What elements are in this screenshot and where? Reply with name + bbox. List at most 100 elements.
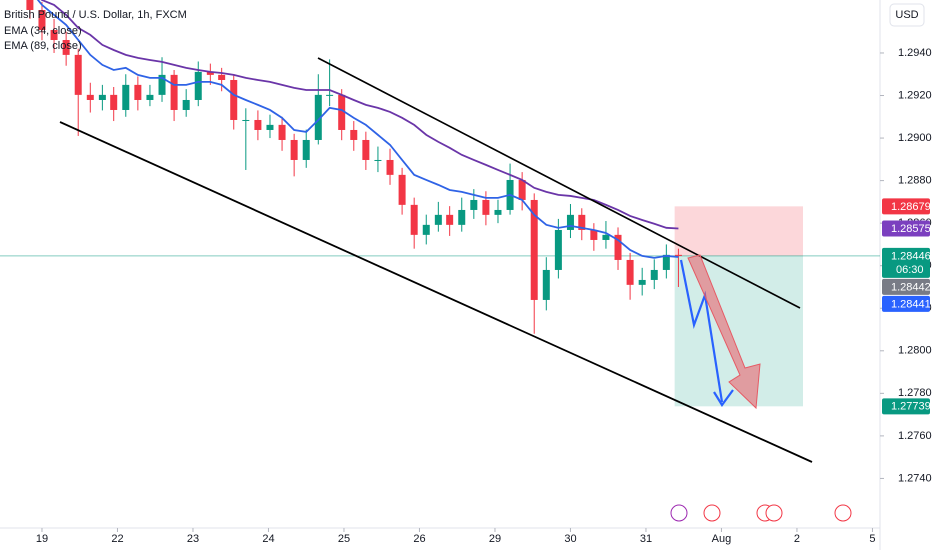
- price-label: 1.27739: [891, 401, 931, 413]
- x-tick-label: Aug: [712, 533, 732, 545]
- candle-body: [374, 159, 382, 161]
- candle-body: [302, 139, 310, 160]
- price-label: 1.28441: [891, 298, 931, 310]
- currency-label[interactable]: USD: [895, 9, 918, 21]
- candle-body: [542, 269, 550, 300]
- candle-body: [662, 254, 670, 270]
- x-tick-label: 19: [36, 533, 48, 545]
- candle-body: [158, 74, 166, 95]
- event-icon[interactable]: [834, 504, 852, 522]
- arrow-head: [713, 389, 734, 407]
- currency-button[interactable]: [889, 3, 925, 27]
- x-tick-label: 23: [187, 533, 199, 545]
- candle-body: [26, 0, 34, 10]
- price-label: 1.28679: [891, 201, 931, 213]
- x-tick-label: 5: [869, 533, 875, 545]
- event-icon[interactable]: [765, 504, 783, 522]
- candle-body: [446, 214, 454, 225]
- y-tick-label: 1.29000: [898, 132, 932, 144]
- drawings: [59, 57, 852, 522]
- price-label-box: [882, 278, 930, 295]
- candle-body: [602, 234, 610, 240]
- y-tick-label: 1.27800: [898, 387, 932, 399]
- x-tick-label: 30: [564, 533, 576, 545]
- candle-body: [482, 199, 490, 215]
- candle-body: [398, 174, 406, 205]
- candle-body: [230, 79, 238, 120]
- candle-body: [638, 279, 646, 285]
- candle-body: [590, 229, 598, 240]
- candle-body: [314, 94, 322, 140]
- x-tick-label: 2: [794, 533, 800, 545]
- chart-title: British Pound / U.S. Dollar, 1h, FXCM: [4, 9, 187, 21]
- candle-body: [434, 214, 442, 225]
- candle-body: [122, 84, 130, 110]
- candle-body: [554, 229, 562, 270]
- y-tick-label: 1.28800: [898, 175, 932, 187]
- candle-body: [74, 54, 82, 95]
- candle-body: [50, 29, 58, 40]
- y-tick-label: 1.28000: [898, 345, 932, 357]
- price-label-box: [882, 220, 930, 237]
- ema-line: [36, 0, 679, 259]
- candle-body: [194, 71, 202, 100]
- x-tick-label: 24: [262, 533, 274, 545]
- candle-body: [674, 254, 682, 256]
- y-tick-label: 1.27600: [898, 430, 932, 442]
- candle-body: [458, 209, 466, 225]
- y-tick-label: 1.29200: [898, 89, 932, 101]
- price-label: 1.28575: [891, 223, 931, 235]
- x-tick-label: 29: [489, 533, 501, 545]
- candle-body: [98, 94, 106, 100]
- legend-entry: EMA (34, close): [4, 25, 82, 37]
- candle-body: [386, 159, 394, 175]
- forecast-arrow: [687, 254, 761, 410]
- x-tick-label: 22: [111, 533, 123, 545]
- candle-body: [470, 199, 478, 210]
- trend-line: [317, 57, 801, 309]
- candle-body: [242, 119, 250, 121]
- candle-body: [326, 94, 334, 96]
- candle-body: [626, 259, 634, 285]
- candle-body: [62, 39, 70, 55]
- candle-body: [518, 179, 526, 200]
- candle-body: [86, 94, 94, 100]
- candle-body: [110, 94, 118, 110]
- candle-body: [290, 139, 298, 160]
- candle-body: [134, 84, 142, 100]
- candle-body: [170, 74, 178, 110]
- x-tick-label: 31: [640, 533, 652, 545]
- candle-body: [278, 124, 286, 140]
- candle-body: [206, 71, 214, 75]
- candle-body: [350, 129, 358, 140]
- candle-body: [338, 94, 346, 130]
- candle-body: [530, 199, 538, 300]
- candle-body: [650, 269, 658, 280]
- legend-entry: EMA (89, close): [4, 40, 82, 52]
- event-icon[interactable]: [670, 504, 688, 522]
- price-label-box: [882, 398, 930, 415]
- x-tick-label: 26: [413, 533, 425, 545]
- candle-body: [422, 224, 430, 235]
- candle-body: [410, 204, 418, 235]
- price-label: 1.28442: [891, 281, 931, 293]
- stop-zone: [674, 206, 803, 256]
- event-icon[interactable]: [703, 504, 721, 522]
- candle-body: [494, 209, 502, 215]
- candle-body: [266, 124, 274, 130]
- forecast-arrow: [679, 259, 724, 403]
- trend-line: [59, 121, 813, 463]
- ema-line: [40, 0, 679, 230]
- candle-body: [38, 9, 46, 30]
- countdown-label: 06:30: [896, 264, 924, 276]
- y-tick-label: 1.29400: [898, 47, 932, 59]
- candle-body: [578, 214, 586, 230]
- candle-body: [218, 74, 226, 80]
- candle-body: [362, 139, 370, 160]
- price-label: 1.28446: [891, 250, 931, 262]
- x-tick-label: 25: [338, 533, 350, 545]
- candle-body: [146, 94, 154, 100]
- candle-body: [182, 99, 190, 110]
- price-label-box: [882, 198, 930, 215]
